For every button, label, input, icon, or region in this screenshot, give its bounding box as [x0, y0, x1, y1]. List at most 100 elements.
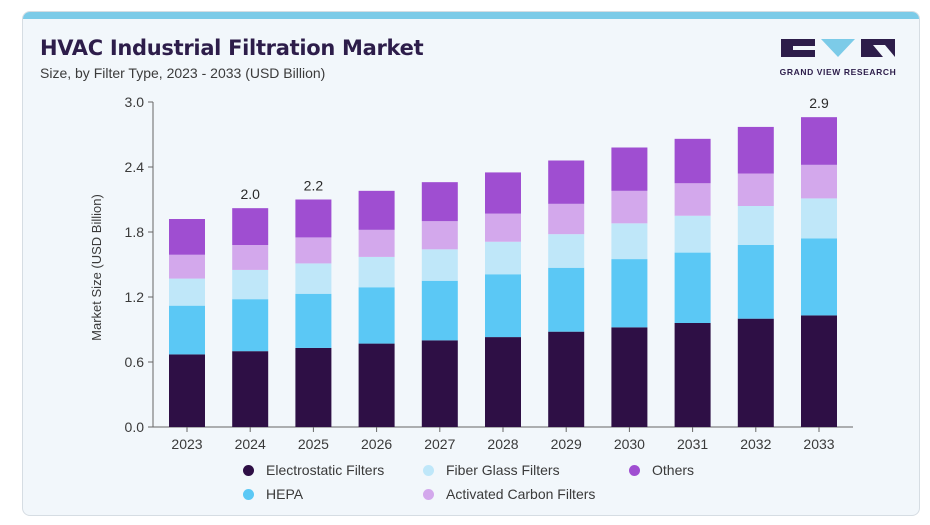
bar-segment-hepa	[295, 293, 332, 348]
bar-segment-hepa	[485, 274, 521, 338]
bar-segment-electrostatic-filters	[801, 315, 837, 427]
y-axis-label: Market Size (USD Billion)	[89, 194, 104, 341]
bar-segment-hepa	[548, 267, 585, 332]
bar-segment-others	[611, 147, 648, 191]
gvr-logo-icon	[781, 39, 895, 57]
legend-item: HEPA	[243, 486, 303, 502]
bar-segment-others	[421, 182, 458, 222]
x-tick-label: 2028	[487, 436, 518, 452]
x-tick-label: 2032	[740, 436, 771, 452]
bar-segment-others	[358, 190, 395, 230]
bar-segment-others	[169, 219, 205, 255]
legend-swatch	[243, 488, 254, 500]
bar-segment-hepa	[169, 305, 205, 355]
x-tick-label: 2023	[171, 436, 202, 452]
legend-label: Electrostatic Filters	[266, 462, 385, 478]
bar-segment-others	[674, 138, 711, 184]
bar-segment-electrostatic-filters	[737, 318, 774, 427]
legend-item: Electrostatic Filters	[243, 462, 384, 478]
bar-segment-electrostatic-filters	[232, 351, 269, 427]
legend-item: Others	[629, 462, 694, 478]
legend-item: Fiber Glass Filters	[423, 462, 560, 478]
x-tick-label: 2030	[614, 436, 645, 452]
bar-segment-hepa	[611, 259, 648, 328]
legend-swatch	[423, 464, 434, 476]
bar-segment-hepa	[737, 245, 774, 319]
bar-segment-others	[295, 199, 332, 238]
y-tick-label: 0.6	[125, 354, 145, 370]
bar-segment-electrostatic-filters	[169, 354, 205, 427]
bar-segment-activated-carbon-filters	[611, 190, 648, 224]
bar-segment-others	[737, 126, 774, 174]
chart-legend: Electrostatic Filters HEPA Fiber Glass Fil…	[243, 462, 723, 506]
legend-label: Activated Carbon Filters	[446, 486, 596, 502]
data-label: 2.2	[304, 178, 324, 194]
bar-segment-fiber-glass-filters	[737, 206, 774, 245]
bar-segment-fiber-glass-filters	[674, 215, 711, 253]
bar-segment-electrostatic-filters	[421, 340, 458, 427]
bar-segment-electrostatic-filters	[485, 337, 521, 427]
bar-segment-hepa	[674, 252, 711, 323]
x-tick-label: 2025	[298, 436, 329, 452]
chart-subtitle: Size, by Filter Type, 2023 - 2033 (USD B…	[40, 65, 326, 81]
bar-segment-activated-carbon-filters	[169, 254, 205, 279]
y-tick-label: 3.0	[125, 94, 145, 110]
x-tick-label: 2026	[361, 436, 392, 452]
bar-segment-activated-carbon-filters	[548, 203, 585, 235]
bar-segment-activated-carbon-filters	[232, 245, 269, 270]
bar-segment-fiber-glass-filters	[358, 256, 395, 288]
legend-label: Others	[652, 462, 695, 478]
bar-segment-fiber-glass-filters	[232, 269, 269, 300]
x-tick-label: 2027	[424, 436, 455, 452]
y-tick-label: 0.0	[125, 419, 145, 435]
accent-bar	[23, 12, 919, 19]
bar-segment-electrostatic-filters	[358, 343, 395, 427]
bar-segment-fiber-glass-filters	[548, 234, 585, 268]
bar-segment-activated-carbon-filters	[674, 183, 711, 216]
x-tick-label: 2029	[551, 436, 582, 452]
bar-segment-others	[232, 208, 269, 245]
x-tick-label: 2024	[235, 436, 266, 452]
brand-name: GRAND VIEW RESEARCH	[779, 67, 897, 77]
data-label: 2.0	[240, 186, 260, 202]
legend-label: HEPA	[266, 486, 304, 502]
bar-segment-fiber-glass-filters	[295, 263, 332, 294]
legend-swatch	[629, 464, 640, 476]
bar-segment-hepa	[801, 238, 837, 316]
legend-swatch	[243, 464, 254, 476]
y-tick-label: 1.8	[125, 224, 145, 240]
stacked-bar-chart: 0.0 0.6 1.2 1.8 2.4 3.0 Market Size (USD Billi…	[89, 94, 853, 452]
bar-segment-hepa	[358, 287, 395, 344]
bar-segment-activated-carbon-filters	[358, 229, 395, 257]
bar-segment-fiber-glass-filters	[801, 198, 837, 239]
bar-segment-electrostatic-filters	[611, 327, 648, 427]
bar-segment-electrostatic-filters	[674, 323, 711, 427]
bar-segment-others	[548, 160, 585, 204]
x-tick-label: 2033	[803, 436, 834, 452]
x-tick-label: 2031	[677, 436, 708, 452]
bar-segment-activated-carbon-filters	[421, 221, 458, 250]
legend-swatch	[423, 488, 434, 500]
bar-segment-others	[801, 117, 837, 165]
bar-segment-electrostatic-filters	[548, 331, 585, 427]
bar-segment-hepa	[232, 299, 269, 352]
bar-segment-activated-carbon-filters	[801, 164, 837, 199]
bar-segment-fiber-glass-filters	[611, 223, 648, 260]
chart-card: HVAC Industrial Filtration Market Size, …	[22, 11, 920, 516]
legend-label: Fiber Glass Filters	[446, 462, 560, 478]
bar-segment-activated-carbon-filters	[737, 173, 774, 206]
bar-segment-activated-carbon-filters	[295, 237, 332, 264]
bar-segment-fiber-glass-filters	[485, 241, 521, 275]
bar-segment-fiber-glass-filters	[421, 249, 458, 281]
bar-segment-electrostatic-filters	[295, 347, 332, 427]
data-label: 2.9	[809, 95, 829, 111]
bar-segment-fiber-glass-filters	[169, 278, 205, 306]
y-tick-label: 2.4	[125, 159, 145, 175]
y-tick-label: 1.2	[125, 289, 145, 305]
bar-segment-activated-carbon-filters	[485, 213, 521, 242]
legend-item: Activated Carbon Filters	[423, 486, 595, 502]
bar-segment-others	[485, 172, 521, 214]
chart-title: HVAC Industrial Filtration Market	[40, 36, 424, 60]
brand-logo: GRAND VIEW RESEARCH	[773, 37, 903, 85]
bar-segment-hepa	[421, 280, 458, 341]
